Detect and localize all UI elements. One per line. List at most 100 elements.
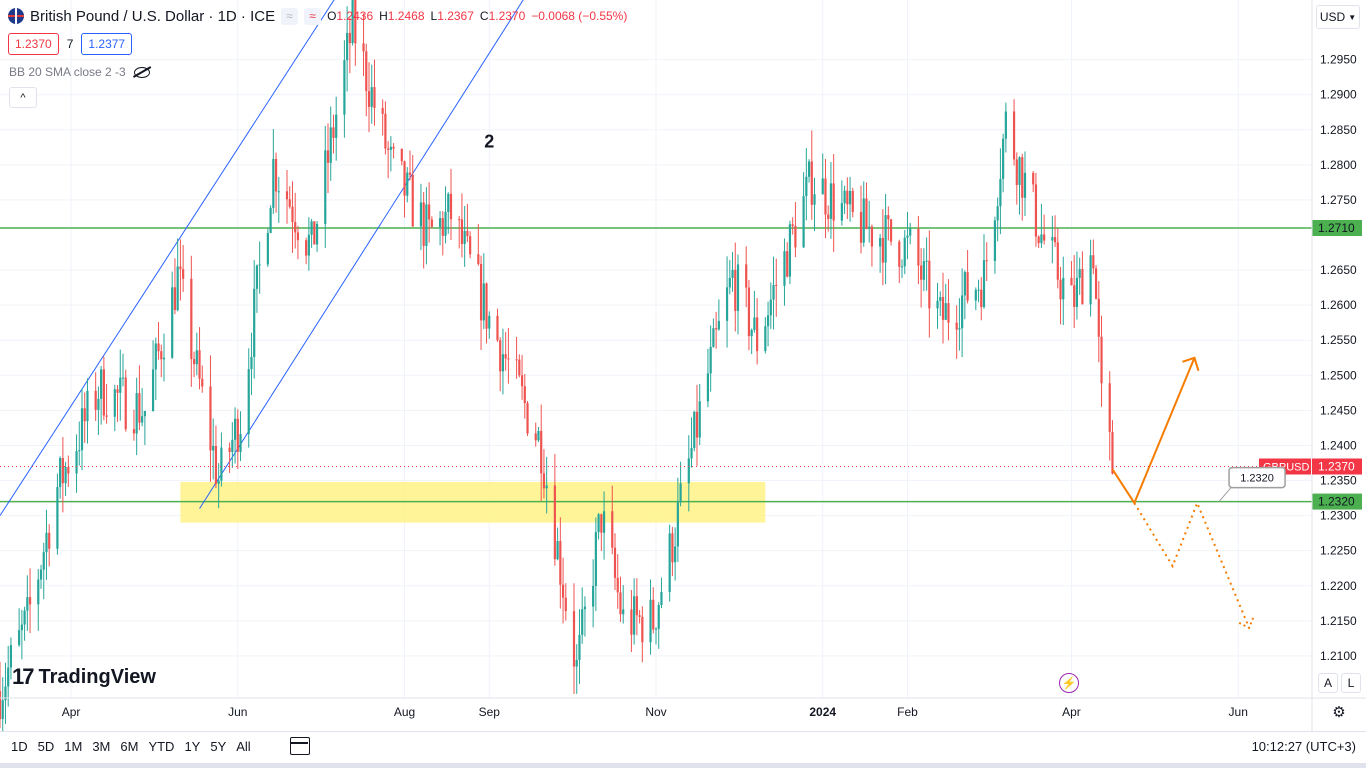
up-candle [419,202,423,227]
down-candle [898,241,901,267]
range-button-all[interactable]: All [236,739,251,754]
up-candle [581,609,584,635]
candlestick-series [0,0,1114,731]
x-tick-label: Feb [897,705,918,719]
last-price-label: 1.2370 [1318,460,1355,474]
compare-button[interactable]: ≈ [281,7,299,25]
gear-icon[interactable]: ⚙ [1332,704,1346,721]
symbol-title[interactable]: British Pound / U.S. Dollar · 1D · ICE [30,7,276,25]
down-candle [881,237,884,263]
up-candle [9,645,13,668]
down-candle [955,322,958,330]
down-candle [1032,172,1035,185]
up-candle [121,377,125,379]
down-candle [980,289,983,308]
down-candle [428,204,431,220]
up-candle [807,161,811,177]
sell-price-button[interactable]: 1.2370 [8,33,59,55]
down-candle [1012,111,1016,160]
up-candle [277,191,280,193]
range-button-1d[interactable]: 1D [11,739,28,754]
up-candle [829,183,833,219]
down-candle [28,597,32,605]
up-candle [501,354,505,372]
range-button-3m[interactable]: 3M [92,739,111,754]
up-candle [143,410,146,417]
up-candle [1078,269,1081,278]
up-candle [1023,172,1027,198]
flash-icon[interactable]: ⚡ [1059,673,1079,693]
up-candle [706,373,710,402]
down-candle [192,359,196,365]
log-scale-button[interactable]: L [1341,673,1361,693]
buy-price-button[interactable]: 1.2377 [81,33,133,55]
down-candle [630,609,633,635]
up-candle [982,260,986,308]
up-candle [18,630,21,646]
down-candle [846,190,849,205]
wave-annotation-label: 2 [484,131,494,151]
down-candle [870,226,874,247]
range-button-5y[interactable]: 5Y [210,739,227,754]
y-tick-label: 1.2100 [1320,649,1357,663]
up-candle [884,215,887,263]
y-tick-label: 1.2400 [1320,438,1357,452]
range-button-5d[interactable]: 5D [37,739,55,754]
up-candle [119,377,122,393]
up-candle [1075,277,1079,307]
tradingview-logo[interactable]: 17 TradingView [12,664,156,690]
down-candle [616,577,619,593]
indicator-label[interactable]: BB 20 SMA close 2 -3 [9,65,126,79]
collapse-legend-button[interactable]: ^ [9,87,37,108]
down-candle [553,485,556,560]
y-tick-label: 1.2200 [1320,579,1357,593]
up-candle [974,289,977,301]
range-button-1m[interactable]: 1M [64,739,83,754]
down-candle [1092,255,1095,269]
down-candle [600,514,603,533]
up-candle [1,700,4,720]
up-candle [687,458,690,484]
up-candle [925,260,928,262]
ohlc-readout: O1.2436 H1.2468 L1.2367 C1.2370 −0.0068 … [327,9,627,23]
price-chart[interactable]: 1.2710 1.2320 Apr Jun Aug Sep Nov 2024 Feb Apr Ju… [0,0,1366,731]
down-candle [1081,269,1084,305]
indicator-legend[interactable]: BB 20 SMA close 2 -3 [9,65,150,79]
hidden-eye-icon[interactable] [133,66,150,78]
range-button-1y[interactable]: 1Y [184,739,201,754]
up-candle [1018,157,1021,185]
trend-channel [0,0,524,516]
down-candle [745,264,748,288]
up-candle [97,398,100,410]
down-candle [635,596,638,616]
last-price-tag [1312,458,1362,475]
up-candle [958,328,961,330]
y-tick-label: 1.2850 [1320,123,1357,137]
up-candle [993,220,997,262]
up-candle [594,532,597,586]
up-candle [693,411,696,448]
down-candle [832,183,835,221]
range-button-6m[interactable]: 6M [120,739,139,754]
auto-scale-button[interactable]: A [1318,673,1338,693]
down-candle [715,328,718,330]
down-candle [332,127,335,138]
range-button-ytd[interactable]: YTD [148,739,175,754]
down-candle [214,445,218,484]
down-candle [460,219,464,244]
chevron-up-icon: ^ [20,91,26,104]
up-candle [239,434,242,452]
up-candle [936,300,939,309]
calendar-icon[interactable] [289,737,310,755]
indicators-button[interactable]: ≈ [304,7,322,25]
down-candle [810,161,813,205]
down-candle [1015,159,1018,185]
down-candle [1053,237,1057,243]
up-candle [575,659,578,667]
up-candle [7,667,10,687]
up-candle [764,326,767,352]
down-candle [966,272,969,301]
currency-select[interactable]: USD ▼ [1316,5,1360,29]
y-tick-label: 1.2900 [1320,88,1357,102]
